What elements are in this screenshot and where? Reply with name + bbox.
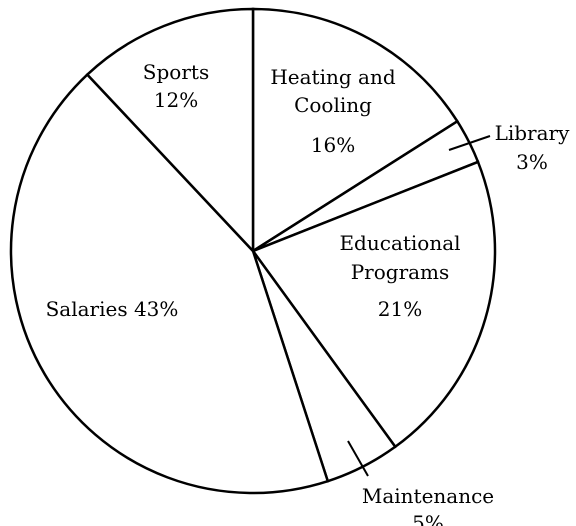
slice-value-maintenance: 5% <box>412 511 444 526</box>
slice-labels: Heating and Cooling 16% Library 3% Educationa… <box>46 60 571 526</box>
slice-label-heating-line-1: Heating and <box>270 65 395 89</box>
leader-line-library <box>448 135 491 151</box>
slice-label-maintenance-line-1: Maintenance <box>362 484 494 508</box>
pie-slice-educational <box>251 160 497 449</box>
slice-label-salaries: Salaries 43% <box>46 297 179 321</box>
slice-value-sports: 12% <box>154 88 198 112</box>
slice-value-educational: 21% <box>378 297 422 321</box>
slice-label-sports-line-1: Sports <box>143 60 209 84</box>
pie-slice-heating <box>251 7 460 254</box>
leader-line-maintenance <box>347 440 369 477</box>
slice-value-heating: 16% <box>311 133 355 157</box>
pie-slices <box>9 7 497 495</box>
slice-label-educational-line-2: Programs <box>351 260 450 284</box>
pie-slice-sports <box>85 7 255 255</box>
leader-lines <box>347 135 491 477</box>
slice-label-heating-line-2: Cooling <box>294 93 372 117</box>
slice-value-library: 3% <box>516 150 548 174</box>
slice-label-educational-line-1: Educational <box>339 231 460 255</box>
pie-slice-salaries <box>9 72 330 495</box>
slice-label-library-line-1: Library <box>495 121 571 145</box>
